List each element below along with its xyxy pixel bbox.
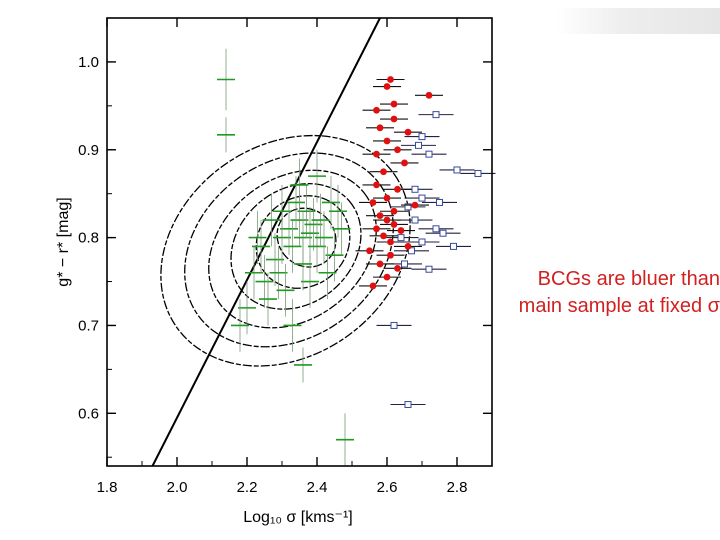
square-point: [418, 194, 426, 202]
red-point: [425, 91, 433, 99]
y-tick-label: 0.6: [78, 405, 99, 422]
red-point: [394, 264, 401, 272]
square-point: [453, 166, 461, 174]
fit-line: [151, 17, 381, 467]
red-point: [401, 159, 408, 167]
red-point: [373, 150, 380, 158]
red-point: [390, 207, 398, 215]
red-point: [380, 168, 387, 176]
x-tick-label: 2.8: [447, 479, 468, 496]
square-point: [397, 234, 405, 242]
square-points-group: [376, 111, 496, 409]
red-point: [387, 76, 394, 83]
red-point: [373, 106, 380, 114]
red-point: [380, 232, 387, 240]
red-points-group: [355, 76, 443, 290]
y-tick-label: 0.7: [78, 317, 99, 334]
red-point: [404, 128, 412, 136]
red-point: [383, 273, 391, 281]
slide-header-bar: [556, 8, 720, 34]
green-points-group: [217, 48, 354, 466]
x-tick-label: 2.4: [307, 479, 328, 496]
x-axis-label: Log₁₀ σ [kms⁻¹]: [243, 509, 353, 526]
contour-group: [160, 134, 411, 367]
red-point: [366, 247, 373, 255]
square-point: [411, 216, 419, 224]
red-point: [390, 115, 398, 123]
red-point: [376, 260, 384, 268]
square-point: [425, 150, 433, 158]
square-point: [401, 260, 408, 268]
contour: [276, 207, 337, 268]
red-point: [411, 201, 419, 209]
axes-group: 1.8 2.0 2.2 2.4 2.6 2.8 0.6 0.7 0.8 0.9 1.0: [78, 18, 492, 496]
red-point: [383, 216, 391, 224]
square-point: [390, 321, 398, 329]
x-tick-label: 2.2: [237, 479, 258, 496]
y-tick-label: 1.0: [78, 54, 99, 71]
red-point: [376, 124, 384, 132]
square-point: [418, 238, 426, 246]
square-point: [418, 133, 426, 141]
square-point: [425, 265, 433, 273]
annotation: BCGs are bluer than main sample at fixed…: [470, 266, 720, 320]
y-axis-label: g* − r* [mag]: [55, 197, 72, 286]
square-point: [450, 242, 457, 250]
square-point: [432, 225, 440, 233]
fit-line-group: [151, 17, 381, 467]
y-tick-label: 0.8: [78, 230, 99, 247]
square-point: [439, 229, 447, 237]
red-point: [404, 242, 412, 250]
red-point: [397, 227, 405, 234]
contour: [255, 195, 351, 289]
square-point: [404, 401, 412, 409]
square-point: [411, 185, 419, 193]
x-tick-label: 2.6: [377, 479, 398, 496]
square-point: [408, 247, 415, 255]
annotation-line-1: BCGs are bluer than: [537, 268, 720, 290]
red-point: [376, 212, 384, 220]
square-point: [404, 203, 412, 211]
red-point: [390, 221, 398, 228]
plot-frame: [106, 17, 493, 467]
red-point: [390, 100, 398, 108]
x-tick-label: 1.8: [97, 479, 118, 496]
red-point: [373, 225, 380, 233]
red-point: [369, 199, 377, 206]
red-point: [394, 185, 401, 193]
x-tick-label: 2.0: [167, 479, 188, 496]
red-point: [383, 194, 391, 202]
red-point: [394, 146, 401, 154]
red-point: [387, 238, 394, 246]
red-point: [387, 251, 394, 259]
red-point: [373, 181, 380, 189]
square-point: [436, 198, 443, 206]
contour: [230, 182, 362, 310]
annotation-line-2: main sample at fixed σ: [518, 295, 720, 317]
contour: [160, 134, 411, 367]
square-point: [415, 141, 422, 149]
red-point: [383, 83, 391, 90]
red-point: [369, 282, 377, 290]
contour: [208, 169, 377, 329]
red-point: [383, 137, 391, 145]
square-point: [432, 111, 440, 119]
square-point: [474, 169, 482, 177]
y-tick-label: 0.9: [78, 142, 99, 159]
